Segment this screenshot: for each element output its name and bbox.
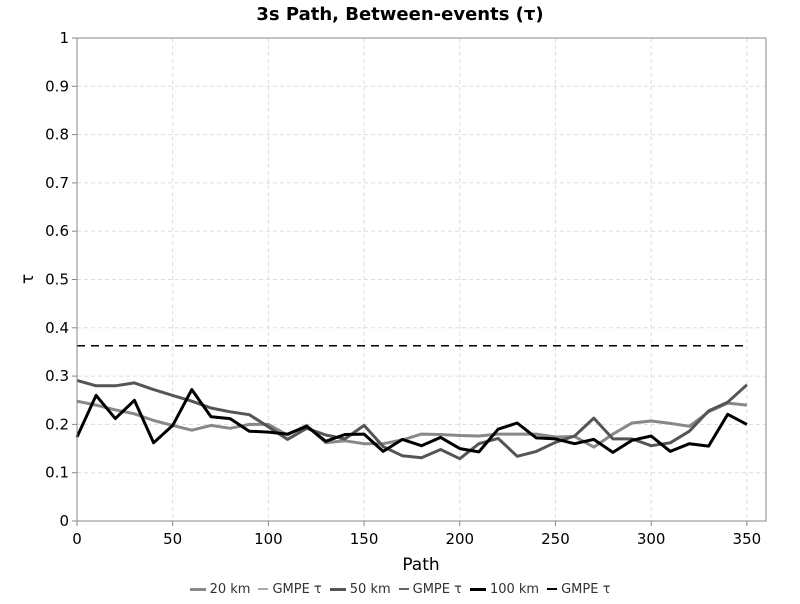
- x-tick-label: 50: [163, 530, 182, 548]
- legend-swatch: [189, 587, 206, 591]
- y-tick-label: 1: [59, 29, 69, 47]
- legend-label: 20 km: [209, 581, 251, 597]
- y-tick-label: 0.8: [45, 126, 69, 144]
- legend-item: 50 km: [329, 581, 391, 597]
- x-tick-label: 250: [541, 530, 570, 548]
- legend-item: GMPE τ: [547, 582, 610, 597]
- series-layer: [75, 344, 748, 461]
- y-tick-label: 0.6: [45, 222, 69, 240]
- grid: [76, 37, 766, 522]
- y-tick-label: 0.5: [45, 271, 69, 289]
- x-axis-label: Path: [402, 555, 439, 575]
- series-line-20-km-0: [76, 399, 748, 449]
- chart-title: 3s Path, Between-events (τ): [256, 4, 543, 25]
- y-axis-label: τ: [18, 274, 38, 284]
- legend-item: GMPE τ: [258, 581, 322, 597]
- legend-label: GMPE τ: [412, 581, 462, 597]
- legend-item: GMPE τ: [398, 581, 462, 597]
- x-tick-label: 350: [733, 530, 762, 548]
- x-tick-label: 200: [445, 530, 474, 548]
- legend-label: GMPE τ: [272, 581, 322, 597]
- y-tick-label: 0.3: [45, 367, 69, 385]
- axes: 0 50 100 150 200 250 300 350 0 0.1 0.2 0.3 0.4 0.5 0.6…: [45, 29, 761, 548]
- legend-label: 50 km: [349, 581, 391, 597]
- x-tick-label: 100: [254, 530, 283, 548]
- legend-swatch: [398, 588, 409, 590]
- y-tick-label: 0.4: [45, 319, 69, 337]
- legend-swatch: [329, 587, 346, 591]
- legend-swatch: [258, 588, 269, 590]
- legend-label: GMPE τ: [561, 581, 611, 597]
- y-tick-label: 0.7: [45, 174, 69, 192]
- x-tick-label: 300: [637, 530, 666, 548]
- y-tick-label: 0: [59, 512, 69, 530]
- x-tick-label: 150: [350, 530, 379, 548]
- legend-label: 100 km: [489, 581, 540, 597]
- legend-item: 100 km: [469, 581, 540, 597]
- y-tick-label: 0.9: [45, 77, 69, 95]
- series-line-100-km-4: [75, 388, 748, 454]
- legend: 20 km GMPE τ 50 km GMPE τ 100 km GMPE τ: [0, 579, 800, 599]
- legend-swatch: [469, 587, 486, 591]
- x-tick-label: 0: [72, 530, 82, 548]
- y-tick-label: 0.2: [45, 415, 69, 433]
- y-tick-label: 0.1: [45, 464, 69, 482]
- legend-swatch: [547, 588, 558, 590]
- legend-item: 20 km: [189, 581, 251, 597]
